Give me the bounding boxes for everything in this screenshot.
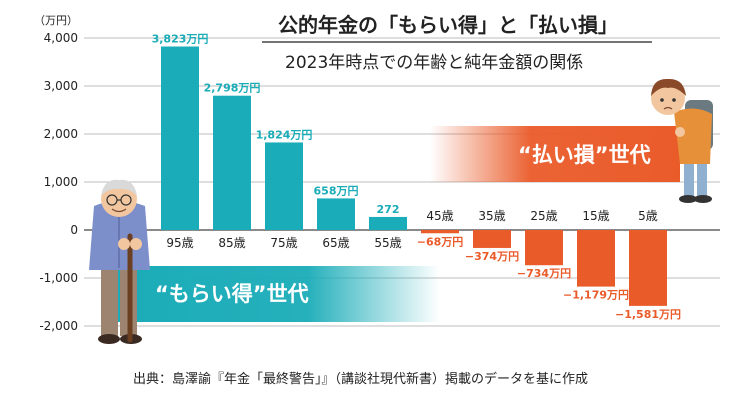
x-tick-label: 45歳: [426, 209, 453, 223]
source-note: 出典：島澤諭『年金「最終警告」』（講談社現代新書）掲載のデータを基に作成: [133, 371, 588, 387]
bar-value-label: 1,824万円: [256, 128, 313, 141]
child-icon: [651, 78, 713, 203]
y-tick-label: 0: [70, 223, 78, 237]
y-tick-label: 1,000: [44, 175, 78, 189]
bar-value-label: −1,581万円: [615, 308, 681, 321]
bar: [577, 230, 615, 287]
bar: [317, 198, 355, 230]
x-tick-label: 85歳: [218, 236, 245, 250]
bar-value-label: −1,179万円: [563, 289, 629, 302]
x-tick-label: 95歳: [166, 236, 193, 250]
chart-subtitle: 2023年時点での年齢と純年金額の関係: [285, 53, 583, 73]
bar: [161, 46, 199, 230]
y-axis-unit: （万円）: [34, 14, 78, 27]
bar-value-label: −68万円: [417, 235, 464, 248]
bar: [213, 95, 251, 230]
gain-band: “もらい得”世代: [110, 266, 440, 322]
x-tick-label: 5歳: [638, 209, 658, 223]
bar: [265, 142, 303, 230]
y-tick-label: 3,000: [44, 79, 78, 93]
loss-band-label: “払い損”世代: [518, 143, 651, 167]
x-tick-label: 35歳: [478, 209, 505, 223]
x-tick-label: 75歳: [270, 236, 297, 250]
y-axis-ticks: 4,000 3,000 2,000 1,000 0 -1,000 -2,000: [39, 31, 78, 333]
bar: [473, 230, 511, 248]
bar: [525, 230, 563, 266]
bar: [629, 230, 667, 306]
x-tick-label: 25歳: [530, 209, 557, 223]
bars: [161, 46, 667, 306]
loss-band: “払い損”世代: [430, 126, 680, 182]
elderly-man-icon: [89, 179, 150, 344]
y-tick-label: -2,000: [39, 319, 78, 333]
bar-value-label: −734万円: [517, 267, 571, 280]
y-tick-label: 4,000: [44, 31, 78, 45]
y-tick-label: -1,000: [39, 271, 78, 285]
bar-value-label: 2,798万円: [204, 82, 261, 95]
x-tick-label: 55歳: [374, 236, 401, 250]
bar: [421, 230, 459, 234]
y-tick-label: 2,000: [44, 127, 78, 141]
bar-value-label: 658万円: [314, 184, 359, 197]
bar: [369, 216, 407, 230]
x-tick-label: 15歳: [582, 209, 609, 223]
bar-labels: 3,823万円 95歳 2,798万円 85歳 1,824万円 75歳 658万円 65歳 27…: [152, 32, 681, 320]
bar-value-label: 3,823万円: [152, 32, 209, 45]
chart-title: 公的年金の「もらい得」と「払い損」: [278, 13, 618, 37]
bar-value-label: 272: [377, 203, 400, 216]
gain-band-label: “もらい得”世代: [155, 282, 309, 306]
x-tick-label: 65歳: [322, 236, 349, 250]
bar-value-label: −374万円: [465, 250, 519, 263]
